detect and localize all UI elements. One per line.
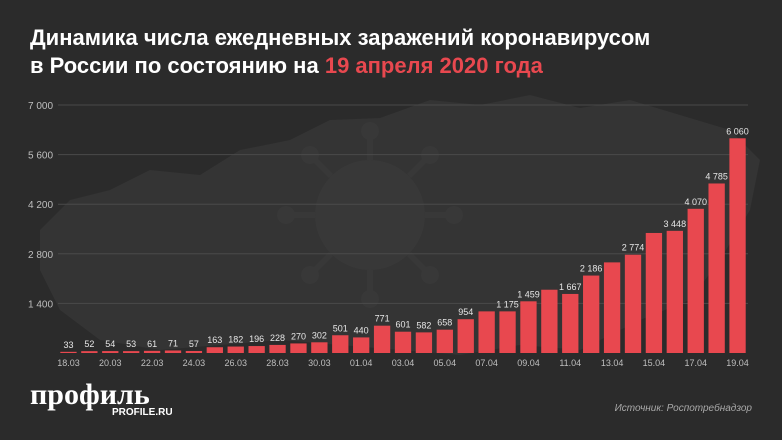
bar [520,301,537,353]
x-tick-label: 11.04 [559,358,581,368]
bar [373,325,391,353]
value-label: 57 [189,339,199,349]
value-label: 501 [333,323,348,333]
value-label: 954 [458,307,473,317]
x-tick-label: 05.04 [434,358,457,368]
value-label: 4 070 [684,197,707,207]
title-line-1: Динамика числа ежедневных заражений коро… [30,25,651,50]
bar [60,351,77,353]
value-label: 6 060 [726,126,749,136]
y-axis-ticks: 1 400 2 800 4 200 5 600 7 000 [28,101,53,310]
value-label: 302 [312,330,327,340]
x-tick-label: 28.03 [266,358,289,368]
x-tick-label: 01.04 [350,358,373,368]
bar [227,346,244,353]
x-axis-ticks: 18.03 20.03 22.03 24.03 26.03 28.03 30.03 01.04… [57,358,749,368]
x-tick-label: 22.03 [141,358,164,368]
value-label: 52 [84,339,94,349]
value-label: 270 [291,331,306,341]
value-label: 182 [228,335,243,345]
value-label: 3 448 [664,219,687,229]
value-label: 61 [147,339,157,349]
value-label: 53 [126,339,136,349]
value-label: 1 175 [496,299,519,309]
bar [415,332,433,353]
value-label: 2 186 [580,264,603,274]
bar [499,311,516,353]
value-label: 2 774 [622,243,645,253]
bar [143,350,161,353]
bar [603,262,621,353]
value-label: 33 [63,340,73,350]
x-tick-label: 03.04 [392,358,415,368]
y-tick-label: 7 000 [28,101,53,112]
bar [353,337,370,353]
bar [562,293,579,353]
bar [332,335,349,353]
x-tick-label: 09.04 [517,358,540,368]
bar [457,319,474,353]
bar [164,350,182,353]
profile-logo: профиль [30,378,150,411]
bar [541,289,558,353]
value-label: 601 [395,320,410,330]
bar [311,342,328,353]
value-label: 582 [416,320,431,330]
y-tick-label: 1 400 [28,299,53,310]
value-label: 54 [105,339,115,349]
bar [687,208,704,353]
value-label: 1 459 [517,289,540,299]
bar [394,331,412,353]
bar [666,230,683,353]
bar [729,138,746,353]
title-date: 19 апреля 2020 года [324,53,543,78]
value-label: 4 785 [705,171,728,181]
y-tick-label: 4 200 [28,200,53,211]
y-tick-label: 2 800 [28,250,53,261]
value-label: 196 [249,334,264,344]
bar [269,344,286,353]
bar [624,254,642,353]
bar [123,351,140,353]
bar [102,351,119,353]
source-note: Источник: Роспотребнадзор [614,403,752,414]
bar [478,311,495,353]
y-tick-label: 5 600 [28,151,53,162]
value-label: 228 [270,333,285,343]
bar [206,347,223,353]
profile-site: PROFILE.RU [112,407,173,418]
bar [583,275,600,353]
grid-lines [58,104,748,304]
value-label: 771 [375,314,390,324]
bar [185,350,203,353]
bar [645,232,663,353]
x-tick-label: 07.04 [475,358,498,368]
x-tick-label: 20.03 [99,358,122,368]
title-line-2-prefix: в России по состоянию на [30,53,325,78]
value-label: 440 [354,325,369,335]
bar [708,183,725,353]
x-tick-label: 26.03 [224,358,247,368]
value-label: 163 [207,335,222,345]
x-tick-label: 18.03 [57,358,80,368]
x-tick-label: 13.04 [601,358,624,368]
value-labels: 33 52 54 53 61 71 57 163 182 196 228 270 302 501 440 77… [63,126,748,350]
x-tick-label: 24.03 [183,358,206,368]
title-line-2: в России по состоянию на 19 апреля 2020 … [30,52,770,80]
x-tick-label: 17.04 [684,358,707,368]
bar [248,346,265,353]
value-label: 71 [168,338,178,348]
x-tick-label: 19.04 [726,358,749,368]
x-tick-label: 15.04 [643,358,666,368]
bars [60,138,746,353]
bar [290,343,307,353]
bar [436,329,453,353]
chart-title: Динамика числа ежедневных заражений коро… [30,24,770,80]
x-tick-label: 30.03 [308,358,331,368]
value-label: 658 [437,318,452,328]
value-label: 1 667 [559,282,582,292]
bar [81,351,98,353]
